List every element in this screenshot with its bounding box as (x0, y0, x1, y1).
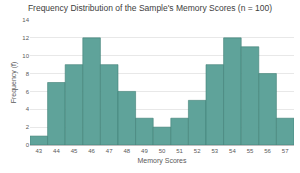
svg-text:44: 44 (53, 148, 60, 154)
svg-text:54: 54 (229, 148, 236, 154)
svg-text:52: 52 (194, 148, 201, 154)
svg-text:50: 50 (159, 148, 166, 154)
svg-text:2: 2 (26, 124, 30, 130)
svg-text:14: 14 (22, 17, 29, 23)
svg-text:53: 53 (211, 148, 218, 154)
svg-text:0: 0 (26, 142, 30, 148)
svg-text:45: 45 (71, 148, 78, 154)
svg-text:56: 56 (264, 148, 271, 154)
svg-text:55: 55 (247, 148, 254, 154)
svg-text:12: 12 (22, 35, 29, 41)
svg-text:10: 10 (22, 53, 29, 59)
svg-text:Memory Scores: Memory Scores (137, 157, 187, 165)
svg-text:48: 48 (123, 148, 130, 154)
svg-text:57: 57 (282, 148, 289, 154)
svg-text:46: 46 (88, 148, 95, 154)
svg-text:Frequency Distribution of the: Frequency Distribution of the Sample's M… (28, 3, 272, 13)
svg-text:43: 43 (35, 148, 42, 154)
svg-text:4: 4 (26, 106, 30, 112)
svg-text:47: 47 (106, 148, 113, 154)
svg-text:Frequency (f): Frequency (f) (10, 62, 18, 104)
svg-text:51: 51 (176, 148, 183, 154)
svg-text:49: 49 (141, 148, 148, 154)
svg-text:6: 6 (26, 89, 30, 95)
svg-text:8: 8 (26, 71, 30, 77)
